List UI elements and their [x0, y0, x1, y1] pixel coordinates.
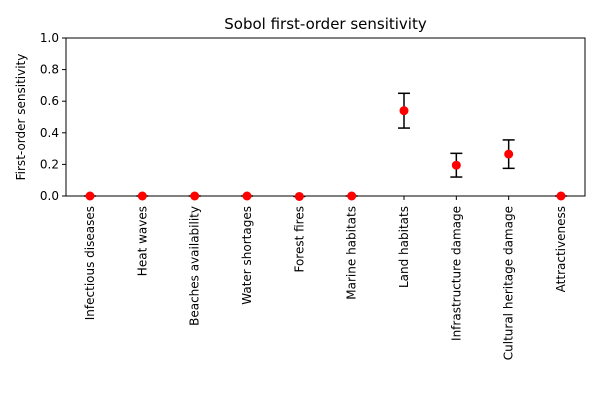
x-tick-label: Water shortages	[240, 206, 254, 305]
x-tick-label: Attractiveness	[554, 206, 568, 292]
chart-title: Sobol first-order sensitivity	[224, 15, 427, 33]
x-tick-label: Forest fires	[292, 206, 306, 273]
data-point	[504, 149, 514, 159]
y-tick-label: 0.0	[40, 189, 59, 203]
y-tick-label: 0.8	[40, 63, 59, 77]
data-point	[347, 191, 357, 201]
y-tick-label: 0.6	[40, 94, 59, 108]
x-tick-label: Infectious diseases	[83, 206, 97, 320]
data-point	[85, 191, 95, 201]
y-tick-label: 0.4	[40, 126, 59, 140]
data-point	[399, 106, 409, 116]
x-tick-label: Infrastructure damage	[449, 206, 463, 341]
x-tick-label: Heat waves	[135, 206, 149, 276]
x-tick-label: Cultural heritage damage	[502, 206, 516, 360]
data-point	[242, 191, 252, 201]
y-tick-label: 0.2	[40, 157, 59, 171]
data-point	[556, 191, 566, 201]
x-tick-label: Marine habitats	[345, 206, 359, 300]
y-tick-label: 1.0	[40, 31, 59, 45]
x-tick-label: Land habitats	[397, 206, 411, 288]
y-axis-label: First-order sensitivity	[14, 54, 28, 181]
plot-frame	[65, 37, 586, 197]
x-tick-label: Beaches availability	[188, 206, 202, 326]
data-point	[137, 191, 147, 201]
data-point	[190, 191, 200, 201]
data-point	[451, 160, 461, 170]
data-point	[294, 191, 304, 201]
